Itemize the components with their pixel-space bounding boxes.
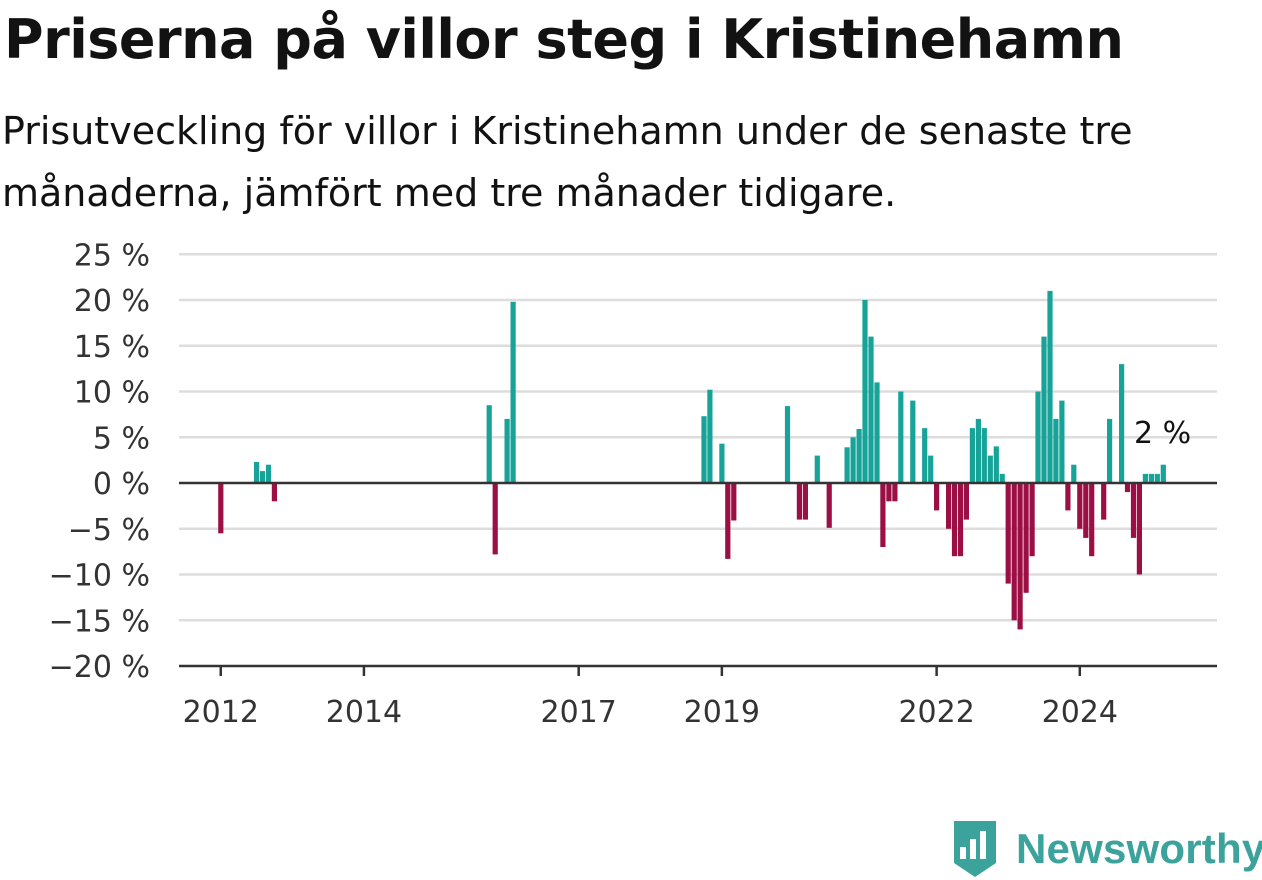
bar — [492, 483, 498, 555]
bar — [892, 483, 898, 502]
bar — [1029, 483, 1035, 557]
y-tick-label: 10 % — [74, 376, 150, 411]
bar — [1035, 391, 1041, 483]
bar — [1119, 364, 1125, 483]
y-tick-label: 25 % — [74, 238, 150, 273]
bar — [856, 429, 862, 483]
bar — [784, 406, 791, 483]
bar — [719, 443, 725, 483]
bar — [957, 483, 964, 557]
bar — [1083, 483, 1089, 538]
bar — [802, 483, 808, 520]
brand-name: Newsworthy — [1016, 825, 1262, 872]
bar — [814, 455, 820, 483]
bar — [701, 416, 707, 483]
x-tick-label: 2017 — [541, 695, 617, 730]
y-tick-label: 0 % — [93, 467, 150, 502]
chart-title: Priserna på villor steg i Kristinehamn — [4, 8, 1124, 71]
y-tick-label: −20 % — [49, 650, 150, 685]
bar — [862, 300, 868, 483]
bar — [1154, 473, 1160, 483]
bar — [922, 428, 928, 483]
bar — [1041, 336, 1047, 483]
y-tick-label: −10 % — [49, 559, 150, 594]
bar — [993, 446, 999, 483]
bar — [271, 483, 277, 502]
bars — [218, 290, 1166, 630]
bar — [504, 418, 510, 483]
bar — [1071, 464, 1077, 483]
y-tick-label: 20 % — [74, 284, 150, 319]
bar — [1053, 418, 1059, 483]
bar — [963, 483, 969, 520]
y-tick-label: −15 % — [49, 604, 150, 639]
y-tick-label: −5 % — [68, 513, 150, 548]
bar — [1047, 290, 1053, 483]
bar — [975, 418, 981, 483]
bar — [868, 336, 874, 483]
bar — [934, 483, 940, 511]
bar — [1136, 483, 1142, 575]
bar — [946, 483, 952, 529]
bar — [486, 405, 492, 483]
x-tick-label: 2024 — [1042, 695, 1118, 730]
x-tick-label: 2012 — [183, 695, 259, 730]
bar — [1101, 483, 1107, 520]
bar — [874, 382, 880, 483]
bar — [1017, 483, 1023, 630]
axes — [179, 481, 1217, 676]
bar — [898, 391, 904, 483]
chart-subtitle: Prisutveckling för villor i Kristinehamn… — [2, 109, 1133, 215]
bar — [1011, 483, 1017, 621]
bar — [265, 464, 272, 483]
bar — [1160, 464, 1166, 483]
bar — [910, 400, 916, 483]
bar — [1148, 473, 1154, 483]
bar — [796, 483, 802, 520]
bar — [1065, 483, 1071, 511]
bar — [880, 483, 886, 547]
bar — [999, 473, 1005, 483]
bar — [969, 428, 975, 483]
bar — [218, 483, 224, 534]
bar — [259, 471, 266, 483]
bar — [1005, 483, 1011, 584]
bar — [1142, 473, 1148, 483]
bar — [951, 483, 958, 557]
y-tick-label: 15 % — [74, 330, 150, 365]
bar — [844, 447, 850, 483]
bar — [1077, 483, 1083, 529]
last-value-label: 2 % — [1134, 416, 1191, 451]
bar — [731, 483, 737, 521]
bar — [1130, 483, 1137, 538]
bar — [928, 455, 934, 483]
x-tick-label: 2019 — [684, 695, 760, 730]
bar — [886, 483, 892, 502]
bar — [850, 437, 856, 484]
bar — [981, 428, 987, 483]
bar — [725, 483, 731, 559]
newsworthy-logo-icon — [954, 821, 996, 877]
bar — [1089, 483, 1095, 557]
bar — [826, 483, 832, 528]
y-tick-label: 5 % — [93, 421, 150, 456]
bar-chart: −20 % −15 % −10 % −5 % 0 % 5 % 10 % 15 % 20 % 25 … — [49, 238, 1217, 730]
bar — [707, 389, 713, 483]
bar — [987, 455, 993, 483]
bar — [510, 301, 516, 483]
bar — [1107, 418, 1113, 483]
bar — [254, 462, 260, 483]
bar — [1124, 483, 1131, 493]
bar — [1023, 483, 1029, 593]
y-axis-tick-labels: −20 % −15 % −10 % −5 % 0 % 5 % 10 % 15 % 20 % 25 … — [49, 238, 150, 685]
bar — [1059, 400, 1065, 483]
x-axis-tick-labels: 2012 2014 2017 2019 2022 2024 — [183, 695, 1118, 730]
x-tick-label: 2014 — [326, 695, 402, 730]
newsworthy-logo: Newsworthy — [950, 818, 1262, 880]
x-tick-label: 2022 — [898, 695, 974, 730]
